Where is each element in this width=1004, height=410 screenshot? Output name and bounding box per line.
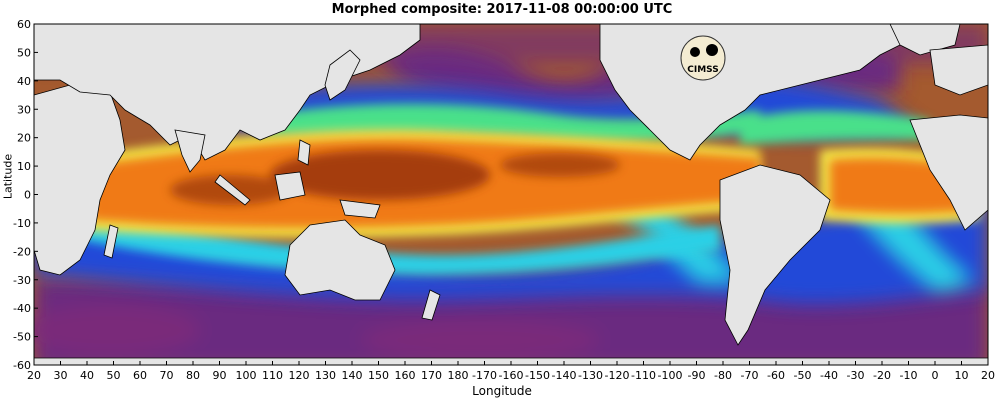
x-tick-label: 50 [107,369,121,382]
x-tick-label: 160 [395,369,416,382]
x-tick-label: 110 [262,369,283,382]
x-tick-label: 0 [932,369,939,382]
eurasia [34,24,421,161]
madagascar [103,224,119,259]
y-tick-label: -10 [13,217,31,230]
x-tick-label: -40 [820,369,838,382]
x-tick-label: -60 [767,369,785,382]
europe-west [929,44,988,96]
x-tick-label: -100 [658,369,683,382]
sumatra [214,174,251,206]
x-tick-label: 40 [80,369,94,382]
y-tick-label: -20 [13,245,31,258]
x-tick-label: 70 [160,369,174,382]
x-tick-label: 60 [133,369,147,382]
x-axis-label: Longitude [472,384,532,398]
x-tick-label: 170 [421,369,442,382]
x-tick-label: 130 [315,369,336,382]
x-tick-label: -140 [552,369,577,382]
cimss-logo: CIMSS [680,35,726,81]
y-tick-label: 50 [17,46,31,59]
x-tick-label: -90 [688,369,706,382]
x-axis-ticks: 20 30 40 50 60 70 80 90 100 110 120 130 140 150 160 170… [27,361,995,382]
moisture-field [34,24,988,365]
x-tick-label: 90 [213,369,227,382]
x-tick-label: -110 [631,369,656,382]
x-tick-label: -70 [741,369,759,382]
new-zealand [421,289,441,321]
india [174,129,206,173]
y-tick-label: 20 [17,132,31,145]
x-tick-label: 20 [27,369,41,382]
y-tick-label: -60 [13,359,31,372]
y-tick-label: -50 [13,331,31,344]
x-tick-label: -170 [472,369,497,382]
x-tick-label: -30 [847,369,865,382]
x-tick-label: -20 [873,369,891,382]
australia [284,219,396,301]
x-tick-label: 120 [289,369,310,382]
y-tick-label: -30 [13,274,31,287]
borneo [274,171,306,201]
japan [324,49,361,101]
north-america [599,24,901,161]
x-tick-label: 140 [342,369,363,382]
philippines [297,139,311,166]
y-tick-label: 60 [17,18,31,31]
x-tick-label: -150 [525,369,550,382]
south-america [719,164,831,346]
x-tick-label: 80 [186,369,200,382]
map-title: Morphed composite: 2017-11-08 00:00:00 U… [331,2,673,17]
y-axis-ticks: -60 -50 -40 -30 -20 -10 0 10 20 30 40 50 60 [13,18,38,372]
y-tick-label: 40 [17,75,31,88]
logo-text: CIMSS [687,65,718,75]
x-tick-label: -80 [714,369,732,382]
x-tick-label: -120 [605,369,630,382]
x-tick-label: -130 [578,369,603,382]
x-tick-label: 30 [54,369,68,382]
x-tick-label: 10 [955,369,969,382]
x-tick-label: 100 [236,369,257,382]
y-tick-label: 10 [17,160,31,173]
west-africa [909,114,988,231]
x-tick-label: -10 [900,369,918,382]
new-guinea [339,199,381,219]
x-tick-label: 20 [981,369,995,382]
x-tick-label: -50 [794,369,812,382]
x-tick-label: 180 [448,369,469,382]
x-tick-label: -160 [499,369,524,382]
y-tick-label: 30 [17,103,31,116]
y-tick-label: 0 [24,189,31,202]
x-tick-label: 150 [368,369,389,382]
y-tick-label: -40 [13,302,31,315]
